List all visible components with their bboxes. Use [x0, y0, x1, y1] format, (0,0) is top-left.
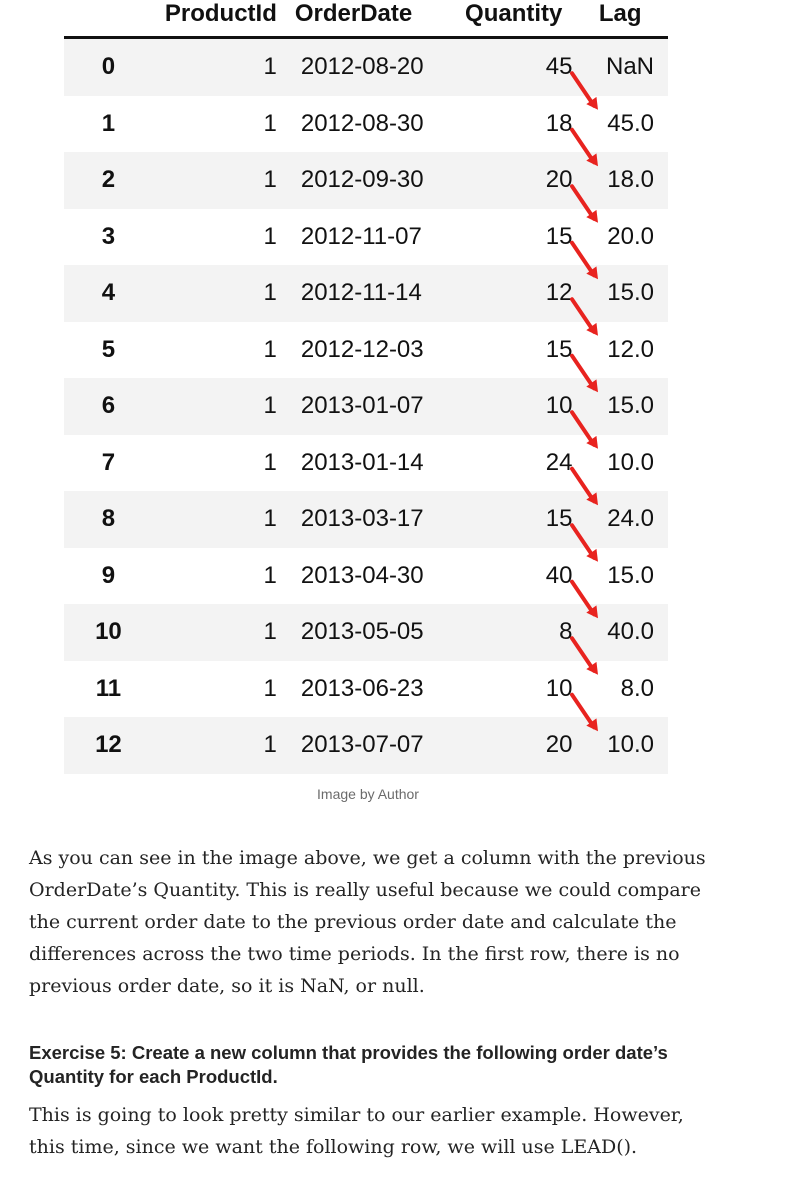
cell-lag: 15.0	[572, 547, 668, 604]
cell-orderdate: 2013-05-05	[276, 604, 455, 661]
table-row: 7 1 2013-01-14 24 10.0	[64, 434, 668, 491]
cell-lag: 20.0	[572, 208, 668, 265]
cell-productid: 1	[152, 660, 277, 717]
cell-orderdate: 2013-06-23	[276, 660, 455, 717]
table-row: 12 1 2013-07-07 20 10.0	[64, 717, 668, 774]
cell-lag: 45.0	[572, 95, 668, 152]
cell-lag: 12.0	[572, 321, 668, 378]
table-row: 9 1 2013-04-30 40 15.0	[64, 547, 668, 604]
column-header-lag: Lag	[572, 0, 668, 39]
row-index: 12	[64, 717, 153, 774]
row-index: 11	[64, 660, 153, 717]
cell-productid: 1	[152, 491, 277, 548]
row-index: 4	[64, 265, 153, 322]
paragraph-lead-intro: This is going to look pretty similar to …	[29, 1104, 684, 1158]
row-index: 9	[64, 547, 153, 604]
row-index: 6	[64, 378, 153, 435]
cell-productid: 1	[152, 265, 277, 322]
table-row: 8 1 2013-03-17 15 24.0	[64, 491, 668, 548]
cell-productid: 1	[152, 95, 277, 152]
image-caption: Image by Author	[317, 786, 419, 802]
row-index: 8	[64, 491, 153, 548]
cell-quantity: 15	[454, 208, 573, 265]
table-body: 0 1 2012-08-20 45 NaN 1 1 2012-08-30 18 45.0 2 1 201…	[64, 37, 668, 774]
cell-orderdate: 2013-03-17	[276, 491, 455, 548]
cell-orderdate: 2012-08-20	[276, 37, 455, 96]
cell-quantity: 20	[454, 717, 573, 774]
cell-quantity: 40	[454, 547, 573, 604]
table-row: 6 1 2013-01-07 10 15.0	[64, 378, 668, 435]
exercise-heading: Exercise 5: Create a new column that pro…	[29, 1042, 668, 1087]
table-row: 2 1 2012-09-30 20 18.0	[64, 152, 668, 209]
dataframe-table: ProductId OrderDate Quantity Lag 0 1 2012-…	[64, 0, 668, 774]
cell-quantity: 12	[454, 265, 573, 322]
cell-quantity: 10	[454, 378, 573, 435]
cell-orderdate: 2012-11-07	[276, 208, 455, 265]
cell-productid: 1	[152, 321, 277, 378]
cell-productid: 1	[152, 37, 277, 96]
dataframe-figure: ProductId OrderDate Quantity Lag 0 1 2012-…	[64, 0, 668, 780]
cell-lag: 24.0	[572, 491, 668, 548]
table-header-row: ProductId OrderDate Quantity Lag	[64, 0, 668, 39]
row-index: 5	[64, 321, 153, 378]
cell-productid: 1	[152, 208, 277, 265]
row-index: 10	[64, 604, 153, 661]
cell-orderdate: 2013-07-07	[276, 717, 455, 774]
paragraph-lag-explanation: As you can see in the image above, we ge…	[29, 847, 706, 997]
table-row: 10 1 2013-05-05 8 40.0	[64, 604, 668, 661]
cell-quantity: 15	[454, 321, 573, 378]
column-header-index	[64, 0, 153, 39]
column-header-orderdate: OrderDate	[276, 0, 455, 39]
column-header-quantity: Quantity	[454, 0, 573, 39]
table-row: 1 1 2012-08-30 18 45.0	[64, 95, 668, 152]
cell-productid: 1	[152, 434, 277, 491]
cell-productid: 1	[152, 152, 277, 209]
cell-lag: 10.0	[572, 434, 668, 491]
row-index: 3	[64, 208, 153, 265]
cell-quantity: 8	[454, 604, 573, 661]
cell-orderdate: 2012-08-30	[276, 95, 455, 152]
row-index: 0	[64, 37, 153, 96]
table-row: 3 1 2012-11-07 15 20.0	[64, 208, 668, 265]
cell-quantity: 18	[454, 95, 573, 152]
cell-lag: 15.0	[572, 378, 668, 435]
cell-productid: 1	[152, 547, 277, 604]
row-index: 2	[64, 152, 153, 209]
cell-lag: 8.0	[572, 660, 668, 717]
cell-quantity: 45	[454, 37, 573, 96]
row-index: 1	[64, 95, 153, 152]
cell-orderdate: 2013-01-14	[276, 434, 455, 491]
row-index: 7	[64, 434, 153, 491]
cell-quantity: 20	[454, 152, 573, 209]
cell-quantity: 15	[454, 491, 573, 548]
cell-lag: NaN	[572, 37, 668, 96]
cell-orderdate: 2012-09-30	[276, 152, 455, 209]
cell-lag: 18.0	[572, 152, 668, 209]
cell-quantity: 24	[454, 434, 573, 491]
cell-quantity: 10	[454, 660, 573, 717]
cell-productid: 1	[152, 717, 277, 774]
table-row: 0 1 2012-08-20 45 NaN	[64, 37, 668, 96]
table-row: 11 1 2013-06-23 10 8.0	[64, 660, 668, 717]
cell-lag: 10.0	[572, 717, 668, 774]
table-row: 4 1 2012-11-14 12 15.0	[64, 265, 668, 322]
cell-productid: 1	[152, 604, 277, 661]
cell-orderdate: 2012-12-03	[276, 321, 455, 378]
cell-orderdate: 2013-01-07	[276, 378, 455, 435]
table-row: 5 1 2012-12-03 15 12.0	[64, 321, 668, 378]
cell-lag: 15.0	[572, 265, 668, 322]
cell-productid: 1	[152, 378, 277, 435]
cell-orderdate: 2012-11-14	[276, 265, 455, 322]
column-header-productid: ProductId	[152, 0, 277, 39]
cell-lag: 40.0	[572, 604, 668, 661]
cell-orderdate: 2013-04-30	[276, 547, 455, 604]
